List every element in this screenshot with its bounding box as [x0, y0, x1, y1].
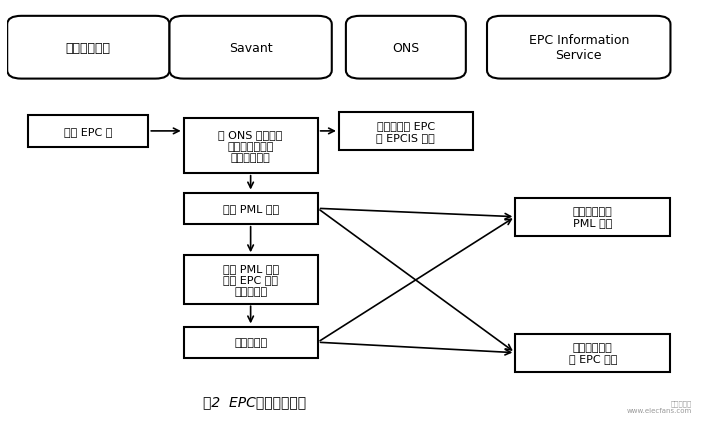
Text: 标签－解读器: 标签－解读器 [66, 42, 111, 55]
Text: 发布新数据: 发布新数据 [234, 337, 267, 348]
Text: Savant: Savant [229, 42, 272, 55]
Text: 返回所请求的
PML 数据: 返回所请求的 PML 数据 [573, 207, 613, 228]
FancyBboxPatch shape [184, 327, 318, 358]
Text: 查找符合此 EPC
的 EPCIS 地址: 查找符合此 EPC 的 EPCIS 地址 [377, 121, 435, 142]
Text: 图2  EPC码的识读流程: 图2 EPC码的识读流程 [202, 394, 306, 408]
FancyBboxPatch shape [487, 17, 670, 79]
FancyBboxPatch shape [169, 17, 332, 79]
Text: ONS: ONS [392, 42, 420, 55]
FancyBboxPatch shape [184, 193, 318, 225]
FancyBboxPatch shape [7, 17, 169, 79]
Text: EPC Information
Service: EPC Information Service [528, 34, 629, 62]
FancyBboxPatch shape [516, 334, 670, 371]
FancyBboxPatch shape [28, 116, 148, 147]
Text: 与 ONS 通讯来获
得储存相应数据
的服务器地址: 与 ONS 通讯来获 得储存相应数据 的服务器地址 [218, 130, 283, 163]
FancyBboxPatch shape [516, 199, 670, 236]
FancyBboxPatch shape [184, 256, 318, 304]
Text: 请求 PML 数据: 请求 PML 数据 [222, 204, 279, 214]
FancyBboxPatch shape [184, 119, 318, 173]
Text: 电子发烧友
www.elecfans.com: 电子发烧友 www.elecfans.com [626, 400, 692, 413]
Text: 处理新读取到
的 EPC 数据: 处理新读取到 的 EPC 数据 [569, 342, 617, 364]
Text: 处理 PML 数据
和从 EPC 标签
读取的数据: 处理 PML 数据 和从 EPC 标签 读取的数据 [222, 263, 279, 296]
FancyBboxPatch shape [346, 17, 466, 79]
Text: 获取 EPC 码: 获取 EPC 码 [64, 127, 112, 137]
FancyBboxPatch shape [339, 113, 473, 150]
